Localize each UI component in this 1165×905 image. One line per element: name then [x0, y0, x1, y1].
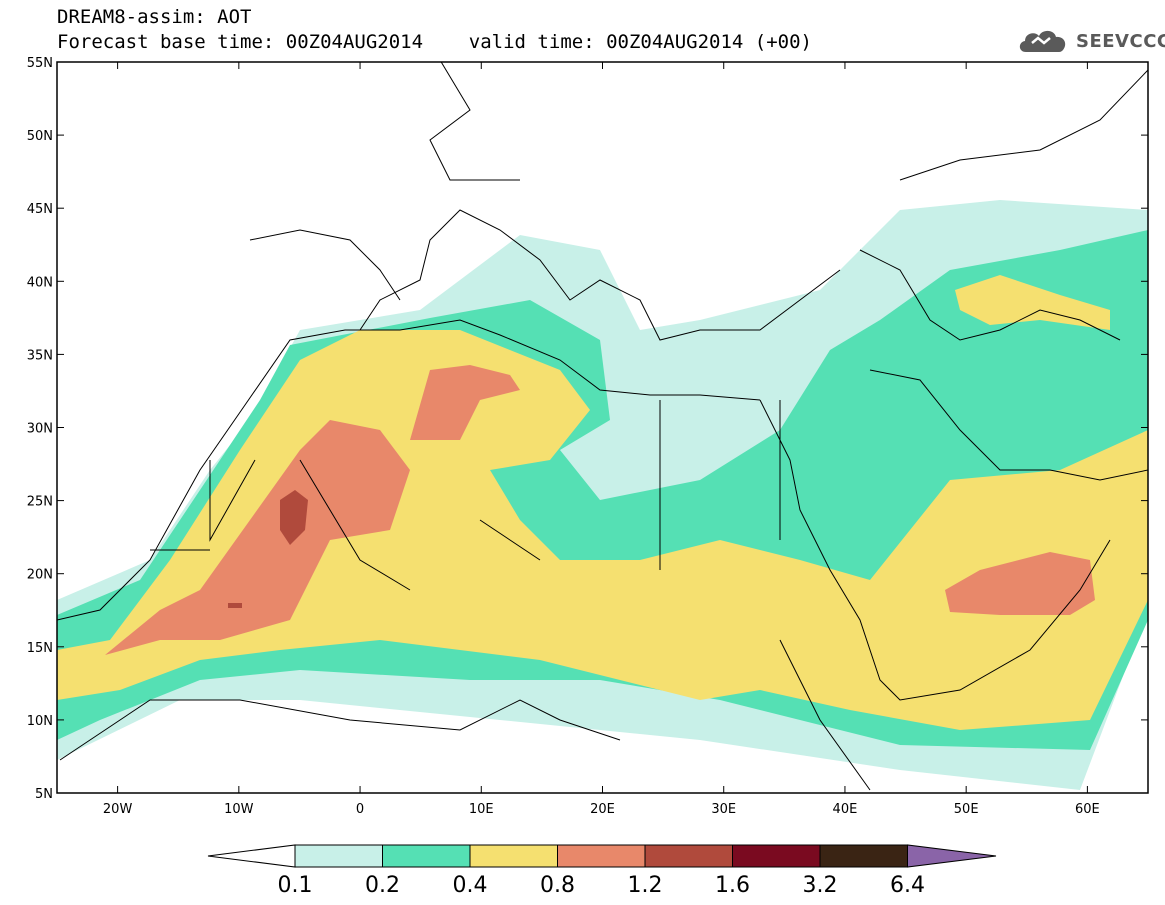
lon-tick-label: 20W	[103, 802, 133, 817]
lat-tick-label: 45N	[27, 202, 53, 217]
colorbar-label: 0.4	[453, 873, 488, 898]
colorbar-label: 0.2	[365, 873, 400, 898]
lat-tick-label: 55N	[27, 56, 53, 71]
lat-tick-label: 50N	[27, 129, 53, 144]
aot-band-1.2-spot	[228, 603, 242, 608]
colorbar-segment	[469, 844, 558, 868]
colorbar-segment	[557, 844, 646, 868]
lat-tick-label: 20N	[27, 568, 53, 583]
aot-colorbar: 0.1 0.2 0.4 0.8 1.2 1.6 3.2 6.4	[207, 844, 997, 898]
aot-band-0.4-caspian	[955, 275, 1110, 330]
lon-tick-label: 20E	[590, 802, 615, 817]
lon-tick-label: 30E	[711, 802, 736, 817]
lon-tick-label: 50E	[954, 802, 979, 817]
lat-tick-label: 30N	[27, 422, 53, 437]
colorbar-label: 1.6	[715, 873, 750, 898]
lon-tick-label: 10W	[224, 802, 254, 817]
lon-tick-label: 0	[356, 802, 364, 817]
aot-band-0.8-oman	[945, 552, 1095, 615]
colorbar-low-arrow	[207, 844, 296, 868]
aot-field	[57, 62, 1148, 793]
lon-tick-label: 40E	[833, 802, 858, 817]
lat-tick-label: 40N	[27, 275, 53, 290]
lon-tick-label: 10E	[469, 802, 494, 817]
aot-band-1.2	[280, 490, 308, 545]
cloud-icon	[1019, 30, 1066, 52]
aot-band-0.8-algeria	[410, 365, 520, 440]
lat-tick-label: 10N	[27, 714, 53, 729]
coastlines	[57, 62, 1148, 791]
map-title: DREAM8-assim: AOT	[57, 6, 252, 28]
lat-tick-label: 25N	[27, 495, 53, 510]
colorbar-segment	[294, 844, 383, 868]
aot-band-0.8	[105, 420, 410, 655]
forecast-time-line: Forecast base time: 00Z04AUG2014 valid t…	[57, 31, 812, 53]
colorbar-label: 6.4	[890, 873, 925, 898]
lat-tick-label: 5N	[35, 787, 53, 802]
colorbar-high-arrow	[907, 844, 997, 868]
colorbar-segment	[644, 844, 733, 868]
colorbar-segment	[382, 844, 471, 868]
lat-tick-label: 15N	[27, 641, 53, 656]
colorbar-label: 1.2	[628, 873, 663, 898]
logo-text: SEEVCCC	[1076, 31, 1165, 52]
colorbar-segment	[732, 844, 821, 868]
colorbar-label: 0.8	[540, 873, 575, 898]
seevccc-logo: SEEVCCC	[1016, 26, 1165, 56]
colorbar-segment	[819, 844, 908, 868]
lon-tick-label: 60E	[1075, 802, 1100, 817]
colorbar-label: 0.1	[278, 873, 313, 898]
colorbar-label: 3.2	[803, 873, 838, 898]
lat-tick-label: 35N	[27, 348, 53, 363]
map-axes: 55N 50N 45N 40N 35N 30N 25N 20N 15N 10N 5N 20W 10W 0 1…	[27, 56, 1148, 817]
